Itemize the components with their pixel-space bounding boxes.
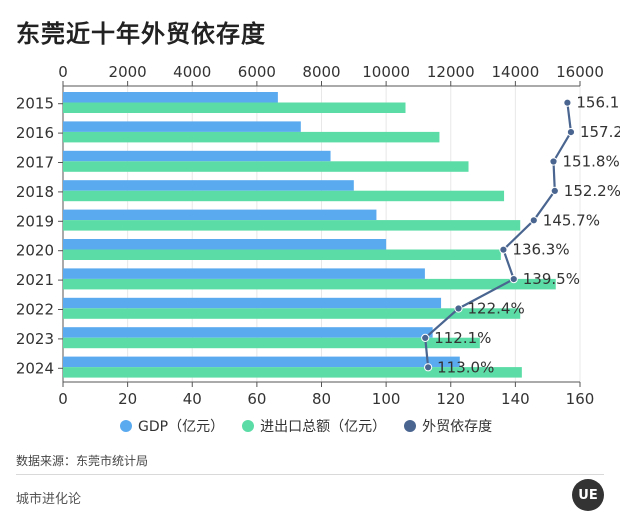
- gdp-bar: [63, 92, 278, 103]
- footer-divider: [16, 474, 604, 475]
- brand-logo: UE: [572, 479, 604, 511]
- trade-bar: [63, 308, 521, 319]
- trade-bar: [63, 131, 440, 143]
- ratio-data-label: 122.4%: [468, 300, 525, 318]
- ratio-point: [549, 157, 558, 166]
- legend-ratio-swatch: [404, 420, 417, 432]
- data-source-note: 数据来源：东莞市统计局: [16, 454, 149, 468]
- gdp-bar: [63, 356, 460, 368]
- gdp-bar: [63, 239, 387, 250]
- ratio-point: [454, 304, 463, 313]
- ratio-point: [499, 245, 508, 254]
- legend-trade-label: 进出口总额（亿元）: [260, 419, 387, 435]
- top-tick-label: 0: [58, 63, 68, 81]
- gdp-bar: [63, 121, 301, 132]
- category-label: 2021: [16, 271, 54, 289]
- bottom-tick-label: 0: [58, 390, 68, 408]
- ratio-data-label: 157.2%: [580, 123, 620, 141]
- legend-item-trade: 进出口总额（亿元）: [242, 416, 386, 436]
- ratio-data-label: 156.1%: [576, 94, 620, 112]
- legend-gdp-swatch: [120, 420, 132, 432]
- ratio-data-label: 151.8%: [563, 153, 620, 171]
- top-tick-label: 12000: [427, 63, 475, 81]
- ratio-point: [529, 216, 538, 225]
- trade-bar: [63, 337, 480, 349]
- ratio-point: [421, 333, 430, 342]
- category-label: 2015: [16, 95, 54, 113]
- ratio-data-label: 139.5%: [523, 270, 580, 288]
- legend-ratio-label: 外贸依存度: [422, 419, 493, 435]
- ratio-data-label: 112.1%: [434, 329, 491, 347]
- gdp-bar: [63, 268, 425, 279]
- category-label: 2016: [16, 124, 54, 142]
- ratio-line: [424, 102, 573, 368]
- bottom-tick-label: 160: [566, 390, 595, 408]
- ratio-data-label: 152.2%: [564, 182, 620, 200]
- category-label: 2020: [16, 242, 54, 260]
- gdp-bar: [63, 327, 433, 338]
- trade-bar: [63, 102, 406, 113]
- ratio-point: [550, 186, 559, 195]
- top-tick-label: 6000: [238, 63, 276, 81]
- gdp-bar: [63, 209, 377, 221]
- gdp-bar: [63, 180, 354, 191]
- ratio-point: [566, 128, 576, 137]
- top-tick-label: 16000: [556, 63, 604, 81]
- bottom-tick-label: 20: [118, 390, 137, 408]
- bottom-tick-label: 140: [501, 390, 530, 408]
- bottom-tick-label: 40: [183, 390, 202, 408]
- legend-item-ratio: 外贸依存度: [404, 416, 492, 436]
- bottom-tick-label: 80: [312, 390, 331, 408]
- trade-bar: [63, 367, 522, 378]
- top-tick-label: 2000: [109, 63, 147, 81]
- gdp-bar: [63, 150, 331, 162]
- trade-bar: [63, 278, 556, 290]
- category-label: 2019: [16, 212, 54, 230]
- category-label: 2023: [16, 330, 54, 348]
- ratio-point: [424, 363, 433, 372]
- top-tick-label: 14000: [492, 63, 540, 81]
- category-label: 2017: [16, 154, 54, 172]
- ratio-point: [563, 98, 572, 107]
- legend-trade-swatch: [242, 420, 255, 432]
- gdp-bar: [63, 297, 442, 309]
- chart-title: 东莞近十年外贸依存度: [16, 20, 266, 48]
- category-label: 2024: [16, 359, 54, 377]
- trade-bar: [63, 190, 505, 202]
- legend-item-gdp: GDP（亿元）: [120, 416, 224, 436]
- top-tick-label: 4000: [173, 63, 211, 81]
- ratio-data-label: 136.3%: [512, 241, 569, 259]
- trade-bar: [63, 249, 501, 260]
- category-label: 2018: [16, 183, 54, 201]
- top-tick-label: 8000: [302, 63, 340, 81]
- brand-name: 城市进化论: [16, 492, 82, 507]
- category-label: 2022: [16, 301, 54, 319]
- ratio-point: [509, 275, 518, 284]
- legend: GDP（亿元） 进出口总额（亿元） 外贸依存度: [120, 416, 492, 436]
- bottom-tick-label: 120: [436, 390, 465, 408]
- bottom-tick-label: 60: [247, 390, 266, 408]
- bottom-tick-label: 100: [372, 390, 401, 408]
- trade-bar: [63, 161, 469, 172]
- ratio-data-label: 145.7%: [543, 211, 600, 229]
- trade-bar: [63, 220, 521, 231]
- ratio-data-label: 113.0%: [437, 358, 494, 376]
- top-tick-label: 10000: [362, 63, 410, 81]
- legend-gdp-label: GDP（亿元）: [138, 419, 225, 435]
